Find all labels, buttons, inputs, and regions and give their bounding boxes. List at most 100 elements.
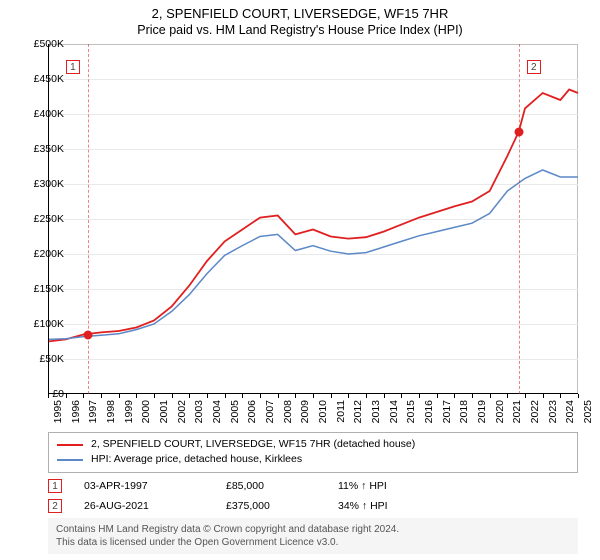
x-tick <box>189 394 190 398</box>
x-tick-label: 2004 <box>211 400 223 423</box>
x-tick-label: 2013 <box>370 400 382 423</box>
x-tick <box>490 394 491 398</box>
x-tick-label: 2014 <box>388 400 400 423</box>
x-tick-label: 1995 <box>52 400 64 423</box>
y-tick-label: £300K <box>34 178 64 190</box>
x-tick <box>101 394 102 398</box>
y-tick-label: £450K <box>34 73 64 85</box>
x-tick <box>48 394 49 398</box>
x-tick-label: 2001 <box>158 400 170 423</box>
legend-item-2: HPI: Average price, detached house, Kirk… <box>57 452 569 467</box>
x-tick <box>313 394 314 398</box>
x-tick-label: 1998 <box>105 400 117 423</box>
x-tick-label: 1997 <box>87 400 99 423</box>
x-tick-label: 2006 <box>246 400 258 423</box>
x-tick-label: 2011 <box>335 400 347 423</box>
x-tick <box>119 394 120 398</box>
x-tick <box>331 394 332 398</box>
x-tick <box>348 394 349 398</box>
legend-item-1: 2, SPENFIELD COURT, LIVERSEDGE, WF15 7HR… <box>57 437 569 452</box>
x-tick <box>578 394 579 398</box>
x-tick <box>278 394 279 398</box>
event-row-1: 1 03-APR-1997 £85,000 11% ↑ HPI <box>48 476 578 496</box>
x-tick-label: 2000 <box>140 400 152 423</box>
events-table: 1 03-APR-1997 £85,000 11% ↑ HPI 2 26-AUG… <box>48 476 578 516</box>
x-tick <box>384 394 385 398</box>
x-tick <box>437 394 438 398</box>
event-row-2: 2 26-AUG-2021 £375,000 34% ↑ HPI <box>48 496 578 516</box>
x-tick-label: 2007 <box>264 400 276 423</box>
x-tick-label: 2018 <box>458 400 470 423</box>
event-dot-2 <box>514 127 523 136</box>
event-vline-2 <box>519 44 520 394</box>
legend-swatch-2 <box>57 459 83 461</box>
event-vline-1 <box>88 44 89 394</box>
x-tick <box>401 394 402 398</box>
series-line-1 <box>48 90 578 342</box>
event-marker-2: 2 <box>48 499 62 513</box>
x-tick-label: 2012 <box>352 400 364 423</box>
x-tick-label: 2025 <box>582 400 594 423</box>
x-tick-label: 2023 <box>547 400 559 423</box>
footer-line-2: This data is licensed under the Open Gov… <box>56 536 570 549</box>
event-pct-1: 11% ↑ HPI <box>338 480 438 492</box>
y-tick-label: £200K <box>34 248 64 260</box>
event-date-2: 26-AUG-2021 <box>84 500 204 512</box>
chart-title-line2: Price paid vs. HM Land Registry's House … <box>0 21 600 37</box>
x-tick-label: 2010 <box>317 400 329 423</box>
x-tick <box>366 394 367 398</box>
chart-container: 2, SPENFIELD COURT, LIVERSEDGE, WF15 7HR… <box>0 0 600 560</box>
plot-area: 12 <box>48 44 578 394</box>
x-tick <box>507 394 508 398</box>
y-tick-label: £500K <box>34 38 64 50</box>
x-tick-label: 2003 <box>193 400 205 423</box>
y-tick-label: £0 <box>52 388 64 400</box>
x-tick-label: 2015 <box>405 400 417 423</box>
x-tick-label: 1996 <box>70 400 82 423</box>
x-tick-label: 2016 <box>423 400 435 423</box>
legend-box: 2, SPENFIELD COURT, LIVERSEDGE, WF15 7HR… <box>48 432 578 473</box>
y-tick-label: £250K <box>34 213 64 225</box>
chart-title-line1: 2, SPENFIELD COURT, LIVERSEDGE, WF15 7HR <box>0 0 600 21</box>
event-dot-1 <box>83 330 92 339</box>
y-tick-label: £150K <box>34 283 64 295</box>
event-price-1: £85,000 <box>226 480 316 492</box>
x-tick <box>136 394 137 398</box>
x-tick-label: 2020 <box>494 400 506 423</box>
line-chart-svg <box>48 44 578 394</box>
x-tick <box>525 394 526 398</box>
x-tick <box>154 394 155 398</box>
x-tick <box>295 394 296 398</box>
event-marker-box-1: 1 <box>66 60 80 74</box>
series-line-2 <box>48 170 578 339</box>
x-tick <box>225 394 226 398</box>
x-tick <box>83 394 84 398</box>
x-tick-label: 2021 <box>511 400 523 423</box>
y-tick-label: £100K <box>34 318 64 330</box>
x-tick <box>560 394 561 398</box>
event-pct-2: 34% ↑ HPI <box>338 500 438 512</box>
legend-swatch-1 <box>57 444 83 446</box>
x-tick-label: 2017 <box>441 400 453 423</box>
x-tick <box>66 394 67 398</box>
legend-label-1: 2, SPENFIELD COURT, LIVERSEDGE, WF15 7HR… <box>91 437 415 452</box>
x-tick <box>472 394 473 398</box>
x-tick <box>454 394 455 398</box>
x-tick <box>242 394 243 398</box>
x-tick <box>207 394 208 398</box>
x-tick-label: 2008 <box>282 400 294 423</box>
footer-line-1: Contains HM Land Registry data © Crown c… <box>56 523 570 536</box>
x-tick <box>543 394 544 398</box>
x-tick-label: 2002 <box>176 400 188 423</box>
footer-box: Contains HM Land Registry data © Crown c… <box>48 518 578 554</box>
event-marker-1: 1 <box>48 479 62 493</box>
x-tick-label: 2022 <box>529 400 541 423</box>
x-tick <box>172 394 173 398</box>
x-tick <box>260 394 261 398</box>
y-tick-label: £400K <box>34 108 64 120</box>
event-price-2: £375,000 <box>226 500 316 512</box>
x-tick-label: 2009 <box>299 400 311 423</box>
x-tick-label: 2024 <box>564 400 576 423</box>
event-date-1: 03-APR-1997 <box>84 480 204 492</box>
y-tick-label: £50K <box>39 353 64 365</box>
